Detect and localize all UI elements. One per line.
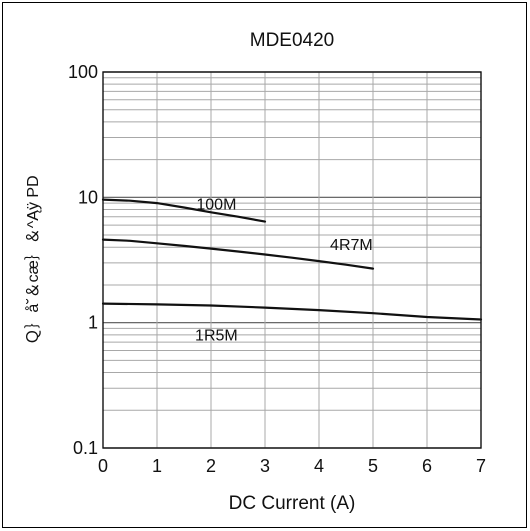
- series-label-1R5M: 1R5M: [195, 328, 238, 345]
- series-line-4R7M: [101, 238, 375, 270]
- y-tick-label: 0.1: [73, 438, 98, 458]
- y-tick-label: 100: [68, 62, 98, 82]
- x-tick-label: 3: [260, 456, 270, 476]
- series-line-100M: [101, 198, 267, 223]
- grid-layer: [102, 71, 482, 449]
- x-tick-label: 2: [206, 456, 216, 476]
- x-tick-label: 1: [152, 456, 162, 476]
- y-axis-label: Ｑ｝å˘＆cæ｝＆^Ąÿ PD: [24, 175, 42, 344]
- plot-border: [102, 71, 482, 449]
- label-layer: 100M 4R7M 1R5M 0 1 2 3 4 5 6 7 0.1 1 10 100 MDE0420 DC C…: [24, 30, 486, 514]
- y-tick-label: 1: [88, 313, 98, 333]
- x-tick-label: 0: [98, 456, 108, 476]
- series-label-4R7M: 4R7M: [330, 237, 373, 254]
- x-tick-label: 5: [368, 456, 378, 476]
- y-tick-label: 10: [78, 187, 98, 207]
- x-tick-label: 6: [422, 456, 432, 476]
- axis-layer: [102, 71, 482, 449]
- x-axis-label: DC Current (A): [229, 493, 356, 514]
- series-label-100M: 100M: [196, 196, 236, 213]
- x-tick-label: 4: [314, 456, 324, 476]
- series-line-1R5M: [101, 302, 483, 321]
- x-tick-label: 7: [476, 456, 486, 476]
- series-layer: [101, 198, 483, 321]
- chart-title: MDE0420: [250, 30, 335, 51]
